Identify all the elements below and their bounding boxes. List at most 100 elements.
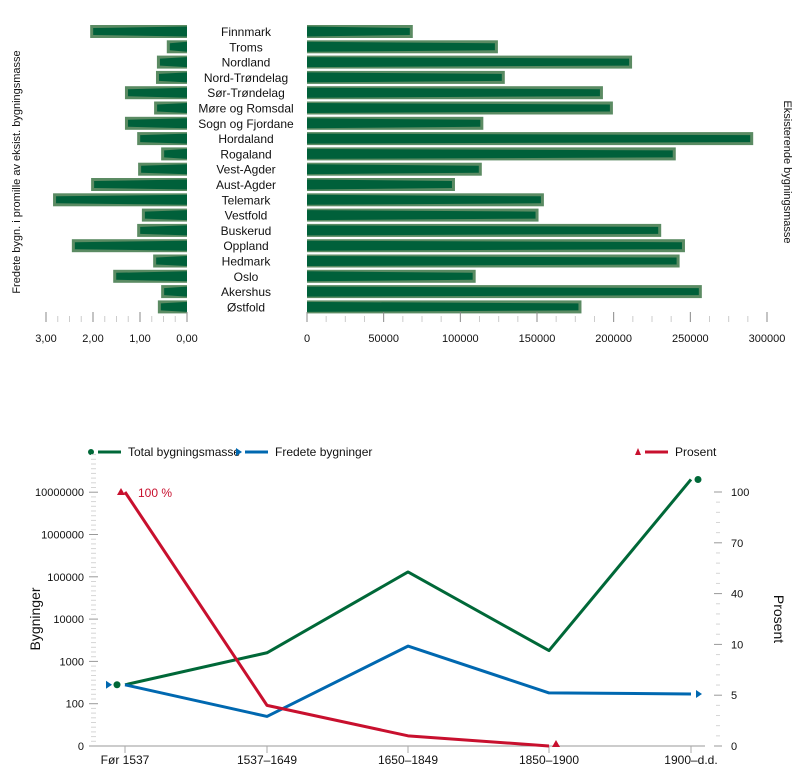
category-label: Oslo <box>234 270 259 284</box>
x-axis-tick-label: 1850–1900 <box>519 753 579 767</box>
category-label: Aust-Agder <box>216 178 276 192</box>
left-bar <box>158 72 187 83</box>
right-bar <box>307 179 452 190</box>
category-label: Akershus <box>221 285 271 299</box>
right-axis-tick-label: 100000 <box>442 333 479 345</box>
right-axis-title: Prosent <box>771 595 787 643</box>
series-marker-circle <box>694 475 702 483</box>
category-label: Sør-Trøndelag <box>207 86 285 100</box>
series-marker-triangle <box>117 488 125 495</box>
left-bar <box>93 26 187 37</box>
right-axis-tick-label: 70 <box>731 538 743 550</box>
category-label: Hedmark <box>222 255 272 269</box>
right-axis-tick-label: 50000 <box>368 333 399 345</box>
right-bar <box>307 41 495 52</box>
right-axis-tick-label: 100 <box>731 487 749 499</box>
annotation-label: 100 % <box>138 486 172 500</box>
series-line-fredete-bygninger <box>124 644 692 718</box>
left-axis-tick-label: 1000000 <box>41 530 84 542</box>
series-line-total-bygningsmasse <box>124 478 693 687</box>
right-bars-group <box>307 25 754 314</box>
left-axis-tick-label: 2,00 <box>82 333 103 345</box>
category-label: Buskerud <box>221 224 272 238</box>
left-bar <box>127 87 187 98</box>
right-axis-tick-label: 300000 <box>749 333 786 345</box>
right-bar <box>307 26 410 37</box>
right-bar <box>307 225 659 236</box>
series-marker-circle <box>113 681 121 689</box>
category-label: Nord-Trøndelag <box>204 71 288 85</box>
left-axis-title: Fredete bygn. i promille av eksist. bygn… <box>11 50 23 293</box>
left-axis-tick-label: 0,00 <box>176 333 197 345</box>
legend-marker-triangle <box>635 448 641 455</box>
right-axis-tick-label: 150000 <box>519 333 556 345</box>
right-axis-tick-label: 40 <box>731 589 743 601</box>
left-bar <box>56 194 187 205</box>
category-label: Troms <box>229 40 263 54</box>
right-axis-tick-label: 5 <box>731 690 737 702</box>
left-axis-tick-label: 10000 <box>53 614 84 626</box>
right-axis-tick-label: 0 <box>731 741 737 753</box>
series-marker-triangle <box>106 680 112 689</box>
right-axis-tick-label: 250000 <box>672 333 709 345</box>
right-bar <box>307 271 473 282</box>
left-bar <box>141 164 187 175</box>
right-bar <box>307 57 630 68</box>
left-bar <box>94 179 187 190</box>
right-bar <box>307 256 677 266</box>
left-bar <box>159 57 187 68</box>
left-bar <box>169 41 187 52</box>
right-axis: 0 50000 100000 150000 200000 250000 300000 <box>304 312 785 345</box>
left-bar <box>157 103 187 113</box>
category-label: Møre og Romsdal <box>198 102 293 116</box>
left-bar <box>140 133 187 144</box>
right-axis-tick-label: 10 <box>731 639 743 651</box>
right-bar <box>307 164 479 175</box>
left-axis-tick-label: 0 <box>78 741 84 753</box>
category-label: Vestfold <box>225 209 268 223</box>
right-axis-tick-label: 200000 <box>595 333 632 345</box>
x-axis-tick-label: 1537–1649 <box>237 753 297 767</box>
left-bar <box>74 240 187 251</box>
right-axis-tick-label: 0 <box>304 333 310 345</box>
right-bar <box>307 194 541 205</box>
right-bar <box>307 118 481 129</box>
category-label: Telemark <box>222 193 272 207</box>
category-label: Sogn og Fjordane <box>198 117 294 131</box>
left-bar <box>160 301 187 312</box>
category-label: Finnmark <box>221 25 272 39</box>
x-axis-tick-label: Før 1537 <box>101 753 150 767</box>
left-axis-tick-label: 1,00 <box>129 333 150 345</box>
left-axis-title: Bygninger <box>27 587 43 650</box>
left-axis-tick-label: 3,00 <box>35 333 56 345</box>
left-axis-tick-label: 100000 <box>47 572 84 584</box>
series-marker-triangle <box>696 689 702 698</box>
lines-group: 100 % <box>106 475 702 748</box>
left-axis-tick-label: 100 <box>66 699 84 711</box>
right-bar <box>307 133 751 144</box>
left-axis-tick-label: 10000000 <box>35 487 84 499</box>
x-axis-tick-label: 1900–d.d. <box>664 753 717 767</box>
left-axis: 3,00 2,00 1,00 0,00 <box>35 312 198 345</box>
series-marker-triangle <box>552 740 560 747</box>
left-bar <box>140 225 187 236</box>
left-bar <box>144 210 187 221</box>
right-bar <box>307 148 673 159</box>
right-bar <box>307 87 600 98</box>
legend-label: Prosent <box>675 445 717 459</box>
legend-marker-circle <box>88 449 94 455</box>
category-label: Østfold <box>227 300 265 314</box>
x-axis-tick-label: 1650–1849 <box>378 753 438 767</box>
left-bar <box>156 256 187 266</box>
category-label: Rogaland <box>220 147 271 161</box>
category-label: Nordland <box>222 56 271 70</box>
category-label: Oppland <box>223 239 268 253</box>
legend-marker-triangle <box>236 448 242 456</box>
series-line-prosent <box>123 491 550 748</box>
right-bar <box>307 286 699 297</box>
left-axis-tick-label: 1000 <box>60 656 84 668</box>
left-bar <box>116 271 187 282</box>
right-bar <box>307 240 682 251</box>
